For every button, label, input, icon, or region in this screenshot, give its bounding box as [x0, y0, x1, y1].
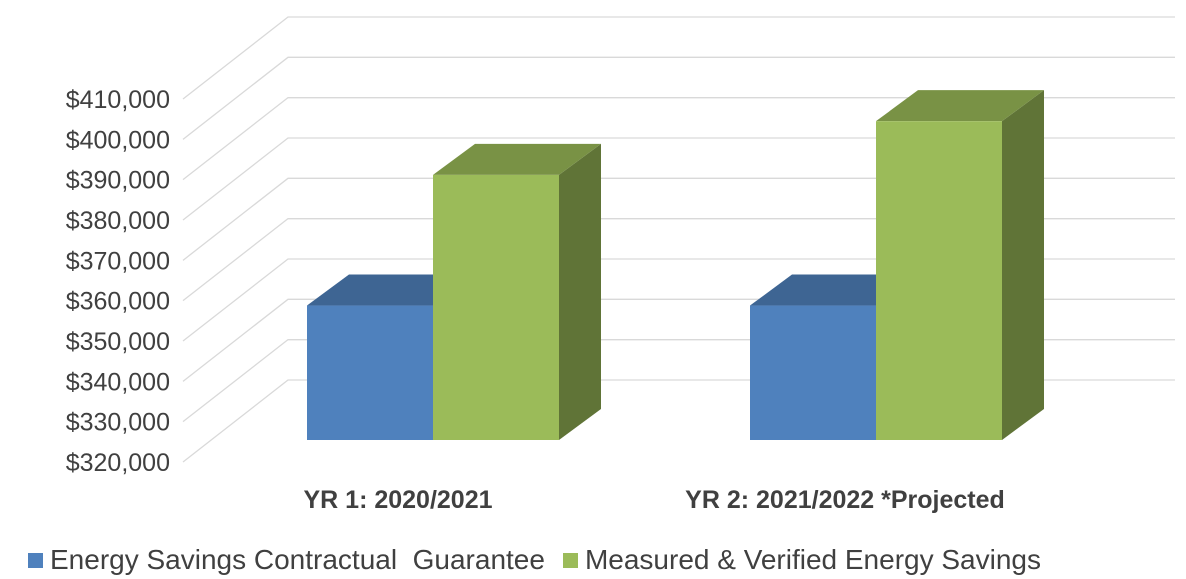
x-axis-category-labels: YR 1: 2020/2021 YR 2: 2021/2022 *Projecte… [303, 486, 1004, 514]
bar [433, 143, 601, 440]
x-category-label: YR 2: 2021/2022 *Projected [685, 486, 1005, 514]
legend: Energy Savings Contractual Guarantee Meas… [28, 541, 1186, 579]
bar [876, 90, 1044, 440]
legend-swatch-icon [28, 552, 43, 568]
y-tick-label: $330,000 [66, 409, 170, 437]
bar-top-face [433, 143, 601, 175]
y-tick-label: $360,000 [66, 288, 170, 316]
legend-item: Measured & Verified Energy Savings [562, 544, 1041, 576]
y-axis-tick-labels: $410,000 $400,000 $390,000 $380,000 $370,000… [66, 86, 170, 477]
y-tick-label: $400,000 [66, 126, 170, 154]
y-tick-label: $340,000 [66, 368, 170, 396]
legend-label: Measured & Verified Energy Savings [584, 544, 1041, 575]
legend-label: Energy Savings Contractual Guarantee [50, 544, 545, 575]
gridline [182, 16, 1175, 100]
y-tick-label: $370,000 [66, 247, 170, 275]
gridline [182, 97, 1175, 181]
y-tick-label: $350,000 [66, 328, 170, 356]
legend-item: Energy Savings Contractual Guarantee [28, 544, 545, 576]
y-tick-label: $410,000 [66, 86, 170, 114]
bar-side-face [559, 143, 601, 440]
y-tick-label: $390,000 [66, 167, 170, 195]
bar-side-face [1002, 90, 1044, 440]
gridline [182, 56, 1175, 140]
bar-front-face [876, 121, 1002, 440]
bars [307, 90, 1044, 440]
bar-chart: $410,000 $400,000 $390,000 $380,000 $370,000… [66, 16, 1175, 514]
legend-swatch-icon [562, 552, 578, 568]
bar-front-face [307, 305, 433, 440]
bar-top-face [876, 90, 1044, 122]
bar-front-face [750, 305, 876, 440]
bar-front-face [433, 174, 559, 440]
y-tick-label: $320,000 [66, 449, 170, 477]
y-tick-label: $380,000 [66, 207, 170, 235]
x-category-label: YR 1: 2020/2021 [303, 486, 492, 514]
